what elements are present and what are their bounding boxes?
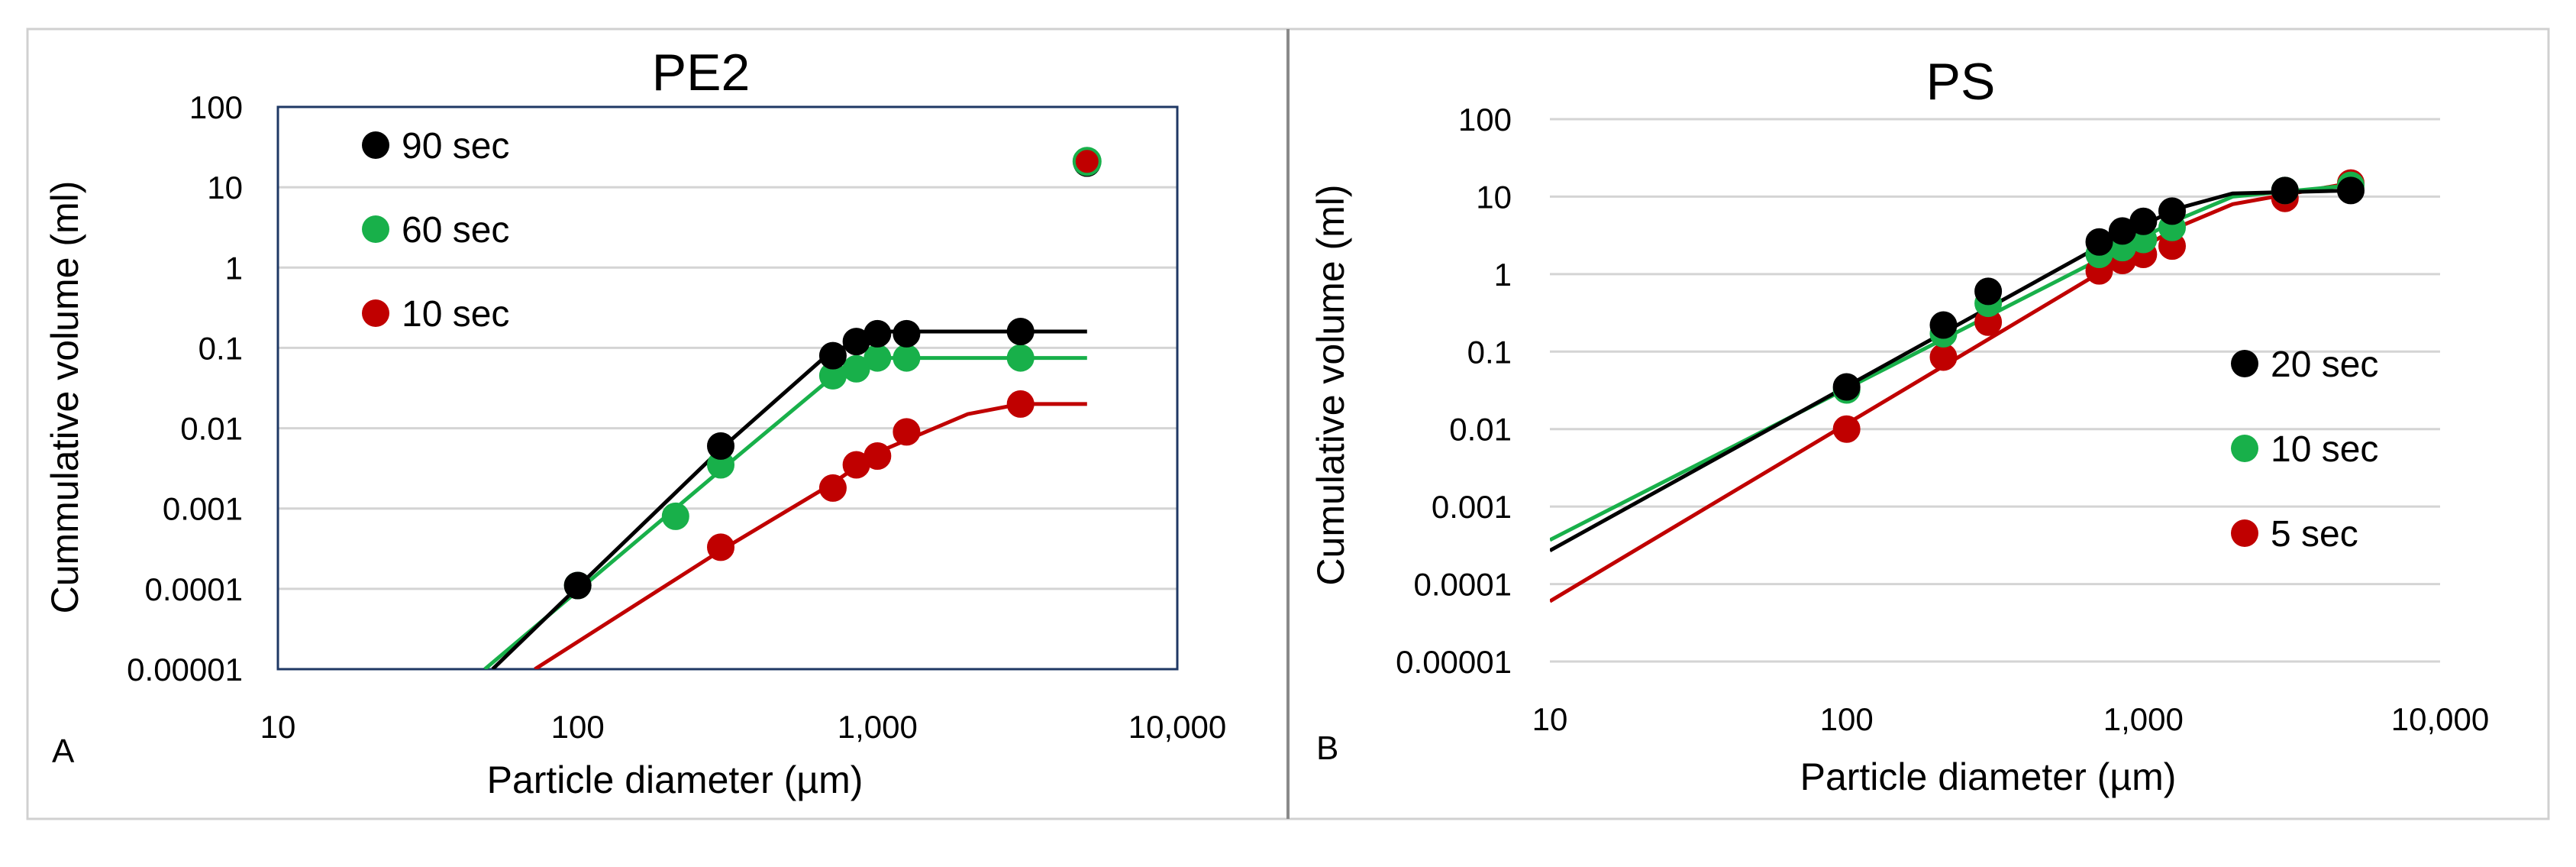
y-ticks-a: 0.00001 0.0001 0.001 0.01 0.1 1 10 100 — [127, 89, 243, 687]
legend-a: 90 sec 60 sec 10 sec — [362, 126, 509, 335]
x-axis-title-b: Particle diameter (µm) — [1800, 755, 2177, 798]
fit-line-a — [491, 329, 1087, 669]
y-ticks-b: 0.00001 0.0001 0.001 0.01 0.1 1 10 100 — [1396, 102, 1512, 680]
y-tick-label-a: 0.0001 — [145, 571, 243, 607]
legend-marker-b — [2231, 350, 2258, 377]
panel-label-b: B — [1316, 730, 1338, 767]
plot-frame-a — [276, 105, 1179, 671]
y-tick-label-a: 0.1 — [199, 330, 243, 366]
legend-label-a: 10 sec — [402, 294, 509, 335]
x-tick-label-b: 1,000 — [2103, 701, 2184, 737]
data-point-a — [893, 319, 921, 348]
data-point-a — [1006, 344, 1035, 372]
data-point-b — [1929, 343, 1958, 371]
legend-label-a: 90 sec — [402, 126, 509, 167]
y-tick-label-a: 10 — [207, 170, 243, 205]
data-point-a — [661, 502, 689, 530]
legend-b: 20 sec 10 sec 5 sec — [2231, 345, 2378, 555]
y-tick-label-a: 1 — [225, 250, 243, 286]
data-point-a — [864, 344, 892, 372]
data-point-a — [818, 474, 847, 502]
series-a — [483, 147, 1102, 669]
grid-b — [1550, 118, 2440, 663]
x-tick-label-a: 10,000 — [1128, 709, 1226, 745]
data-point-b — [1832, 415, 1861, 443]
data-point-a — [1072, 147, 1102, 176]
data-point-b — [2336, 176, 2365, 205]
data-point-a — [864, 319, 892, 348]
legend-label-b: 5 sec — [2271, 514, 2358, 555]
fit-line-b — [1550, 188, 2352, 552]
data-point-a — [818, 341, 847, 370]
data-point-a — [707, 432, 735, 460]
x-axis-title-a: Particle diameter (µm) — [487, 759, 864, 801]
data-point-a — [1006, 317, 1035, 345]
y-tick-label-a: 0.00001 — [127, 652, 243, 687]
data-point-b — [2129, 207, 2158, 235]
data-point-a — [893, 344, 921, 372]
data-point-b — [1974, 277, 2003, 306]
data-point-b — [1929, 311, 1958, 339]
panel-b: PS 0.00001 0.0001 0.001 0.01 0.1 1 10 100 10 100… — [1309, 53, 2489, 798]
panel-label-a: A — [52, 733, 75, 770]
legend-marker-a — [362, 299, 389, 327]
legend-marker-a — [362, 131, 389, 159]
legend-marker-b — [2231, 519, 2258, 547]
data-point-b — [2158, 197, 2186, 225]
y-tick-label-b: 0.0001 — [1414, 567, 1512, 603]
chart-title-b: PS — [1926, 53, 1996, 111]
legend-label-a: 60 sec — [402, 210, 509, 251]
data-point-b — [2271, 176, 2299, 205]
y-tick-label-a: 0.001 — [163, 491, 243, 527]
series-b — [1550, 169, 2365, 603]
legend-marker-b — [2231, 435, 2258, 462]
y-axis-title-b: Cumulative volume (ml) — [1309, 184, 1352, 585]
chart-title-a: PE2 — [652, 44, 751, 102]
x-tick-label-a: 1,000 — [838, 709, 918, 745]
x-ticks-a: 10 100 1,000 10,000 — [260, 709, 1227, 745]
data-point-a — [893, 418, 921, 446]
legend-label-b: 20 sec — [2271, 345, 2378, 385]
data-point-a — [563, 571, 592, 600]
y-tick-label-a: 100 — [189, 89, 243, 125]
y-tick-label-b: 0.01 — [1449, 412, 1512, 448]
x-tick-label-b: 100 — [1820, 701, 1874, 737]
data-point-b — [2085, 228, 2113, 256]
x-ticks-b: 10 100 1,000 10,000 — [1532, 701, 2490, 737]
data-point-a — [707, 533, 735, 561]
legend-marker-a — [362, 215, 389, 243]
data-point-b — [1832, 373, 1861, 401]
y-tick-label-b: 0.1 — [1467, 334, 1512, 370]
y-tick-label-b: 0.001 — [1432, 489, 1512, 525]
x-tick-label-a: 10 — [260, 709, 296, 745]
y-tick-label-b: 10 — [1476, 179, 1512, 215]
data-point-a — [1006, 390, 1035, 418]
data-point-a — [864, 442, 892, 471]
y-tick-label-b: 100 — [1458, 102, 1512, 137]
y-tick-label-b: 1 — [1494, 257, 1512, 293]
y-axis-title-a: Cummulative volume (ml) — [44, 181, 86, 614]
y-tick-label-b: 0.00001 — [1396, 644, 1512, 680]
x-tick-label-a: 100 — [551, 709, 605, 745]
fit-line-b — [1550, 181, 2352, 603]
grid-a — [278, 105, 1177, 671]
x-tick-label-b: 10,000 — [2391, 701, 2489, 737]
legend-label-b: 10 sec — [2271, 429, 2378, 470]
fit-line-a — [534, 402, 1087, 669]
y-tick-label-a: 0.01 — [180, 411, 243, 447]
x-tick-label-b: 10 — [1532, 701, 1568, 737]
